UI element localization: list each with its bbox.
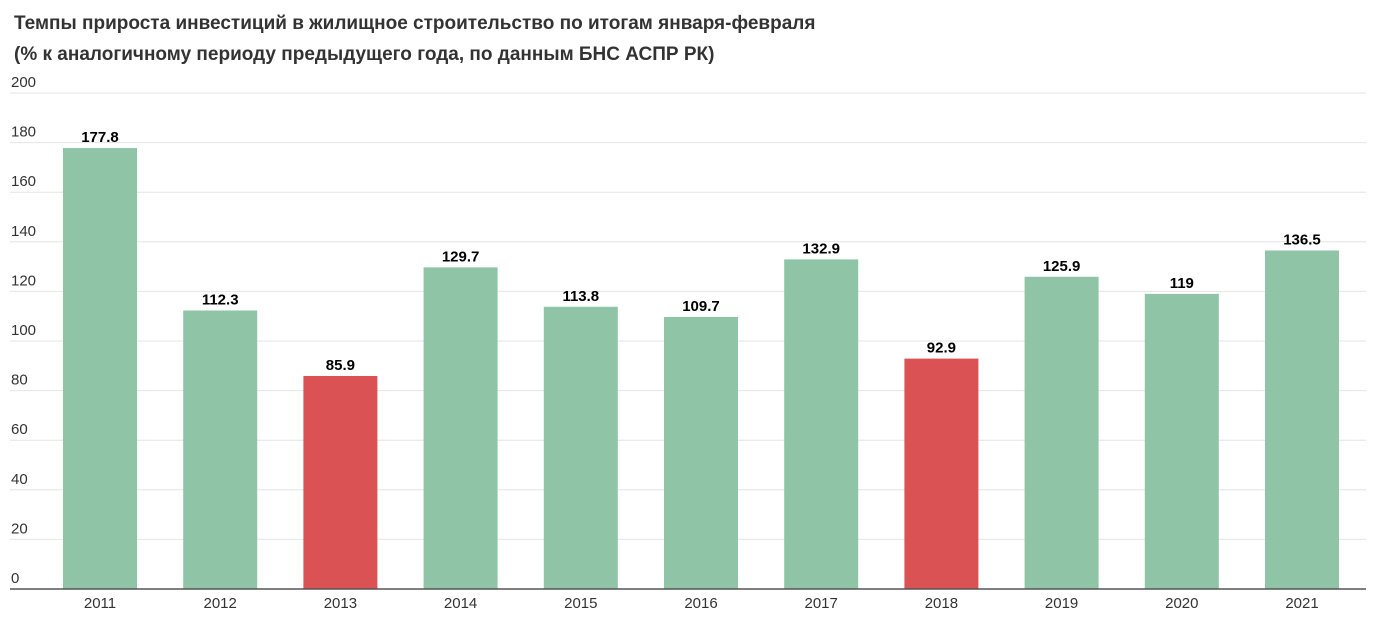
bar-value-label: 85.9 — [326, 357, 355, 374]
bar — [63, 148, 137, 589]
y-tick-label: 160 — [11, 173, 36, 190]
bar-value-label: 113.8 — [562, 288, 599, 305]
bars — [63, 148, 1339, 590]
chart-title-block: Темпы прироста инвестиций в жилищное стр… — [14, 8, 815, 70]
bar-value-label: 109.7 — [682, 298, 720, 315]
y-tick-label: 100 — [11, 322, 36, 339]
bar-value-label: 112.3 — [202, 291, 239, 308]
y-tick-label: 180 — [11, 124, 36, 141]
bar — [1024, 276, 1099, 589]
chart-title: Темпы прироста инвестиций в жилищное стр… — [14, 13, 816, 34]
x-axis-ticks: 2011 2012 2013 2014 2015 2016 2017 2018 2019 2020… — [84, 595, 1319, 612]
bar-value-label: 129.7 — [442, 248, 480, 265]
y-tick-label: 20 — [11, 520, 28, 537]
bar — [543, 306, 618, 589]
bar-value-label: 125.9 — [1043, 258, 1081, 275]
x-tick-label: 2020 — [1165, 595, 1198, 612]
x-tick-label: 2016 — [684, 595, 717, 612]
bar-value-label: 177.8 — [81, 129, 119, 146]
bar-value-label: 92.9 — [927, 340, 956, 357]
bar-value-label: 119 — [1170, 275, 1194, 292]
bar-value-label: 132.9 — [802, 240, 840, 257]
x-tick-label: 2017 — [805, 595, 838, 612]
bar — [303, 375, 378, 589]
bar — [904, 358, 979, 589]
y-axis-ticks: 0 20 40 60 80 100 120 140 160 180 200 — [11, 74, 36, 587]
bar — [423, 267, 498, 589]
y-tick-label: 0 — [11, 570, 19, 587]
value-labels: 177.8 112.3 85.9 129.7 113.8 109.7 132.9 92.9 12… — [81, 129, 1321, 374]
bar-value-label: 136.5 — [1283, 231, 1321, 248]
bar — [183, 310, 258, 589]
bar — [1144, 293, 1219, 589]
x-tick-label: 2012 — [204, 595, 237, 612]
chart-subtitle: (% к аналогичному периоду предыдущего го… — [14, 44, 715, 65]
x-tick-label: 2018 — [925, 595, 958, 612]
x-tick-label: 2021 — [1285, 595, 1318, 612]
y-tick-label: 140 — [11, 223, 36, 240]
x-tick-label: 2019 — [1045, 595, 1078, 612]
x-tick-label: 2011 — [84, 595, 116, 612]
x-tick-label: 2014 — [444, 595, 477, 612]
y-tick-label: 120 — [11, 272, 36, 289]
y-tick-label: 80 — [11, 372, 28, 389]
y-tick-label: 200 — [11, 74, 36, 91]
x-tick-label: 2015 — [564, 595, 597, 612]
bar — [784, 259, 859, 589]
bar — [1265, 250, 1339, 590]
bar — [664, 316, 738, 589]
y-tick-label: 60 — [11, 421, 28, 438]
x-tick-label: 2013 — [324, 595, 357, 612]
y-tick-label: 40 — [11, 471, 28, 488]
